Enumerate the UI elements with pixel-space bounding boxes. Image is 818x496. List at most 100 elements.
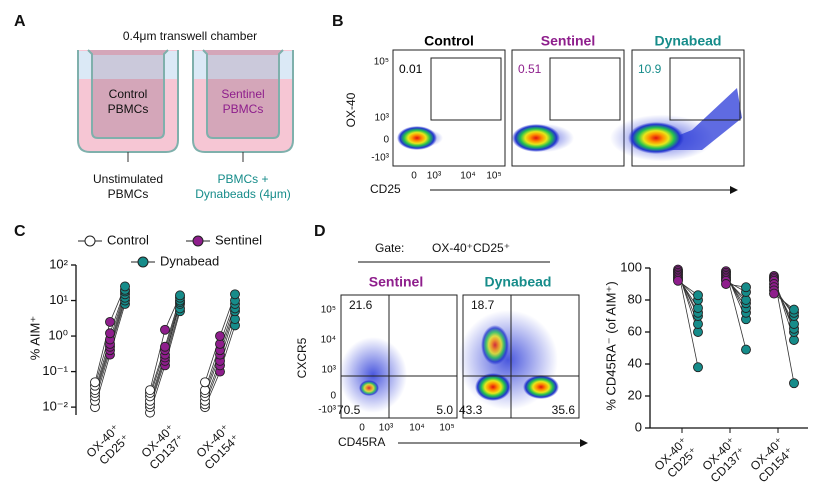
x-tick-label: 0 xyxy=(359,423,365,434)
y-tick-label: 10¹ xyxy=(49,292,68,307)
panel-letter: D xyxy=(314,223,326,240)
plot-title: Dynabead xyxy=(485,274,552,290)
dot xyxy=(105,316,115,327)
axis-label: CXCR5 xyxy=(295,337,309,378)
dot xyxy=(230,289,240,300)
dot xyxy=(673,275,683,286)
x-tick-label: 0 xyxy=(411,171,417,182)
gate-value: 0.01 xyxy=(399,62,423,76)
gate-name: OX-40⁺CD25⁺ xyxy=(432,241,510,255)
panel-title: 0.4μm transwell chamber xyxy=(123,29,257,43)
y-tick-label: 10³ xyxy=(375,113,390,124)
dot xyxy=(693,362,703,373)
x-tick-label: 10⁴ xyxy=(409,423,424,434)
y-tick-label: 10⁴ xyxy=(321,335,336,346)
legend-marker xyxy=(84,235,96,247)
y-tick-label: 10⁵ xyxy=(321,305,336,316)
y-tick-label: 60 xyxy=(628,323,642,338)
legend-marker xyxy=(137,256,149,268)
density-core xyxy=(359,380,379,396)
y-tick-label: 10² xyxy=(49,256,68,271)
well-label: PBMCs + xyxy=(217,172,268,186)
y-axis-label: % CD45RA⁻ (of AIM⁺) xyxy=(603,281,618,410)
panel-letter: A xyxy=(14,13,26,30)
pair-line xyxy=(149,329,166,391)
dot xyxy=(721,279,731,289)
density-core xyxy=(397,126,437,150)
quadrant-value: 70.5 xyxy=(337,403,361,417)
plot-title: Control xyxy=(424,33,474,49)
quadrant-value: 43.3 xyxy=(459,403,483,417)
gate xyxy=(549,57,621,121)
dot xyxy=(741,344,751,355)
dot xyxy=(789,378,799,389)
y-tick-label: -10³ xyxy=(371,153,389,164)
x-tick-label: 10⁵ xyxy=(486,171,501,182)
plot-title: Dynabead xyxy=(655,33,722,49)
legend-label: Control xyxy=(107,232,149,247)
density-haze xyxy=(339,337,407,413)
dot xyxy=(120,281,130,292)
pair-line xyxy=(677,269,699,368)
density-smear xyxy=(642,88,742,150)
gate-label: Gate: xyxy=(375,241,404,255)
y-tick-label: 10³ xyxy=(322,365,337,376)
x-tick-label: 10³ xyxy=(379,423,394,434)
y-tick-label: 0 xyxy=(635,419,642,434)
quadrant-value: 18.7 xyxy=(471,298,495,312)
x-tick-label: 10³ xyxy=(427,171,442,182)
dot xyxy=(693,290,703,301)
quadrant-value: 21.6 xyxy=(349,298,373,312)
legend-marker xyxy=(192,235,204,247)
y-axis-label: % AIM⁺ xyxy=(27,316,42,360)
dot xyxy=(160,324,170,335)
x-tick-label: 10⁵ xyxy=(439,423,454,434)
gate xyxy=(430,57,502,121)
well-label: Unstimulated xyxy=(93,172,163,186)
gate-value: 10.9 xyxy=(638,62,662,76)
gate xyxy=(669,57,741,121)
y-tick-label: 100 xyxy=(620,259,642,274)
y-tick-label: 10⁵ xyxy=(374,57,389,68)
axis-label: OX-40 xyxy=(344,92,358,127)
well-label: PBMCs xyxy=(108,187,149,201)
y-tick-label: 10⁻² xyxy=(42,399,68,414)
x-tick-label: 10⁴ xyxy=(460,171,475,182)
legend-label: Dynabead xyxy=(160,253,219,268)
y-tick-label: 40 xyxy=(628,355,642,370)
insert-label: Control xyxy=(109,87,148,101)
y-tick-label: 0 xyxy=(330,391,336,402)
legend-label: Sentinel xyxy=(215,232,262,247)
dot xyxy=(105,328,115,339)
insert-label: PBMCs xyxy=(223,102,264,116)
y-tick-label: 20 xyxy=(628,387,642,402)
y-tick-label: -10³ xyxy=(318,405,336,416)
dot xyxy=(215,331,225,342)
quadrant-value: 35.6 xyxy=(552,403,576,417)
quadrant-value: 5.0 xyxy=(436,403,453,417)
density-core xyxy=(628,122,684,154)
y-tick-label: 10⁰ xyxy=(48,327,68,342)
axis-label: CD45RA xyxy=(338,435,385,449)
plot-title: Sentinel xyxy=(369,274,423,290)
density-core xyxy=(523,375,559,399)
dot xyxy=(789,304,799,315)
gate-value: 0.51 xyxy=(518,62,542,76)
dot xyxy=(145,385,155,396)
well-label: Dynabeads (4μm) xyxy=(195,187,291,201)
panel-letter: B xyxy=(332,13,344,30)
dot xyxy=(175,290,185,301)
y-tick-label: 10⁻¹ xyxy=(42,363,68,378)
well-right xyxy=(192,49,294,162)
dot xyxy=(741,282,751,293)
dot xyxy=(90,377,100,388)
insert-label: Sentinel xyxy=(221,87,264,101)
density-core xyxy=(475,373,511,401)
dot xyxy=(200,377,210,388)
y-tick-label: 0 xyxy=(383,135,389,146)
flow-panel: Sentinel 21.6 70.5 5.0 Dynabead 18.7 43.3 35.6 1… xyxy=(318,274,580,434)
dot xyxy=(769,288,779,299)
well-left xyxy=(77,49,179,162)
